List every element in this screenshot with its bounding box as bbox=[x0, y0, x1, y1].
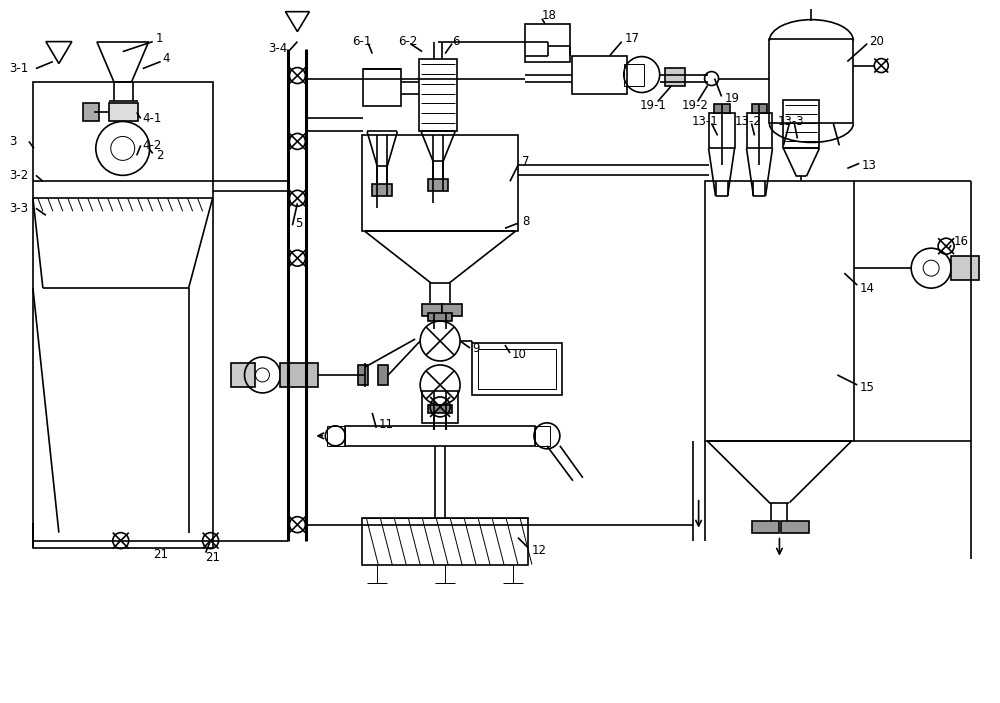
Text: 4-1: 4-1 bbox=[143, 112, 162, 125]
Bar bbox=[472, 343, 562, 395]
Text: 11: 11 bbox=[378, 418, 393, 432]
Bar bbox=[752, 521, 779, 533]
Bar bbox=[422, 304, 442, 316]
Text: 3-1: 3-1 bbox=[9, 62, 28, 75]
Bar bbox=[769, 39, 853, 124]
Text: 6-1: 6-1 bbox=[352, 35, 372, 48]
Bar bbox=[714, 105, 730, 113]
Text: 8: 8 bbox=[522, 214, 529, 228]
Bar bbox=[709, 113, 735, 148]
Bar bbox=[327, 426, 345, 446]
Bar bbox=[362, 517, 528, 565]
Text: 20: 20 bbox=[869, 35, 884, 48]
Bar bbox=[362, 136, 518, 231]
Bar bbox=[428, 313, 452, 321]
Text: 19-1: 19-1 bbox=[640, 99, 667, 112]
Text: 13-2: 13-2 bbox=[735, 115, 761, 128]
Text: 1: 1 bbox=[156, 32, 163, 45]
Text: 5: 5 bbox=[295, 217, 303, 230]
Text: 19: 19 bbox=[725, 92, 740, 105]
Bar bbox=[33, 82, 213, 548]
Bar bbox=[705, 181, 854, 441]
Text: 21: 21 bbox=[153, 548, 168, 561]
Bar bbox=[358, 365, 368, 385]
Text: 17: 17 bbox=[625, 32, 640, 45]
Bar bbox=[951, 256, 979, 280]
Bar bbox=[747, 113, 772, 148]
Bar bbox=[478, 349, 556, 389]
Text: 16: 16 bbox=[954, 235, 969, 247]
Text: 3-3: 3-3 bbox=[9, 202, 28, 215]
Text: 2: 2 bbox=[156, 149, 163, 162]
Text: 10: 10 bbox=[512, 349, 527, 361]
Text: 7: 7 bbox=[522, 155, 529, 168]
Text: 4-2: 4-2 bbox=[143, 139, 162, 152]
Bar bbox=[442, 304, 462, 316]
Bar bbox=[83, 103, 99, 122]
Text: 19-2: 19-2 bbox=[682, 99, 709, 112]
Bar bbox=[109, 103, 138, 122]
Text: 3: 3 bbox=[9, 135, 16, 148]
Text: 14: 14 bbox=[859, 282, 874, 295]
Text: 3-2: 3-2 bbox=[9, 169, 28, 182]
Text: 15: 15 bbox=[859, 382, 874, 394]
Bar bbox=[525, 24, 570, 62]
Text: 3-4: 3-4 bbox=[268, 42, 288, 55]
Bar bbox=[665, 67, 685, 86]
Bar bbox=[752, 105, 767, 113]
Text: 13-3: 13-3 bbox=[777, 115, 804, 128]
Text: 18: 18 bbox=[542, 9, 557, 22]
Bar bbox=[363, 69, 401, 106]
Text: 4: 4 bbox=[163, 52, 170, 65]
Bar bbox=[231, 363, 255, 387]
Bar bbox=[624, 63, 644, 86]
Text: 9: 9 bbox=[472, 342, 480, 354]
Text: 12: 12 bbox=[532, 544, 547, 557]
Text: 13: 13 bbox=[861, 159, 876, 172]
Bar bbox=[372, 184, 392, 196]
Bar bbox=[378, 365, 388, 385]
Text: 13-1: 13-1 bbox=[692, 115, 718, 128]
Bar bbox=[280, 363, 318, 387]
Bar bbox=[422, 391, 458, 423]
Bar bbox=[781, 521, 809, 533]
Bar bbox=[428, 405, 452, 413]
Text: 6-2: 6-2 bbox=[398, 35, 418, 48]
Bar bbox=[572, 56, 627, 93]
Text: 6: 6 bbox=[452, 35, 460, 48]
Text: 21: 21 bbox=[206, 551, 221, 564]
Bar bbox=[783, 101, 819, 148]
Bar bbox=[345, 426, 535, 446]
Bar bbox=[535, 426, 550, 446]
Bar bbox=[428, 179, 448, 191]
Bar bbox=[419, 58, 457, 131]
